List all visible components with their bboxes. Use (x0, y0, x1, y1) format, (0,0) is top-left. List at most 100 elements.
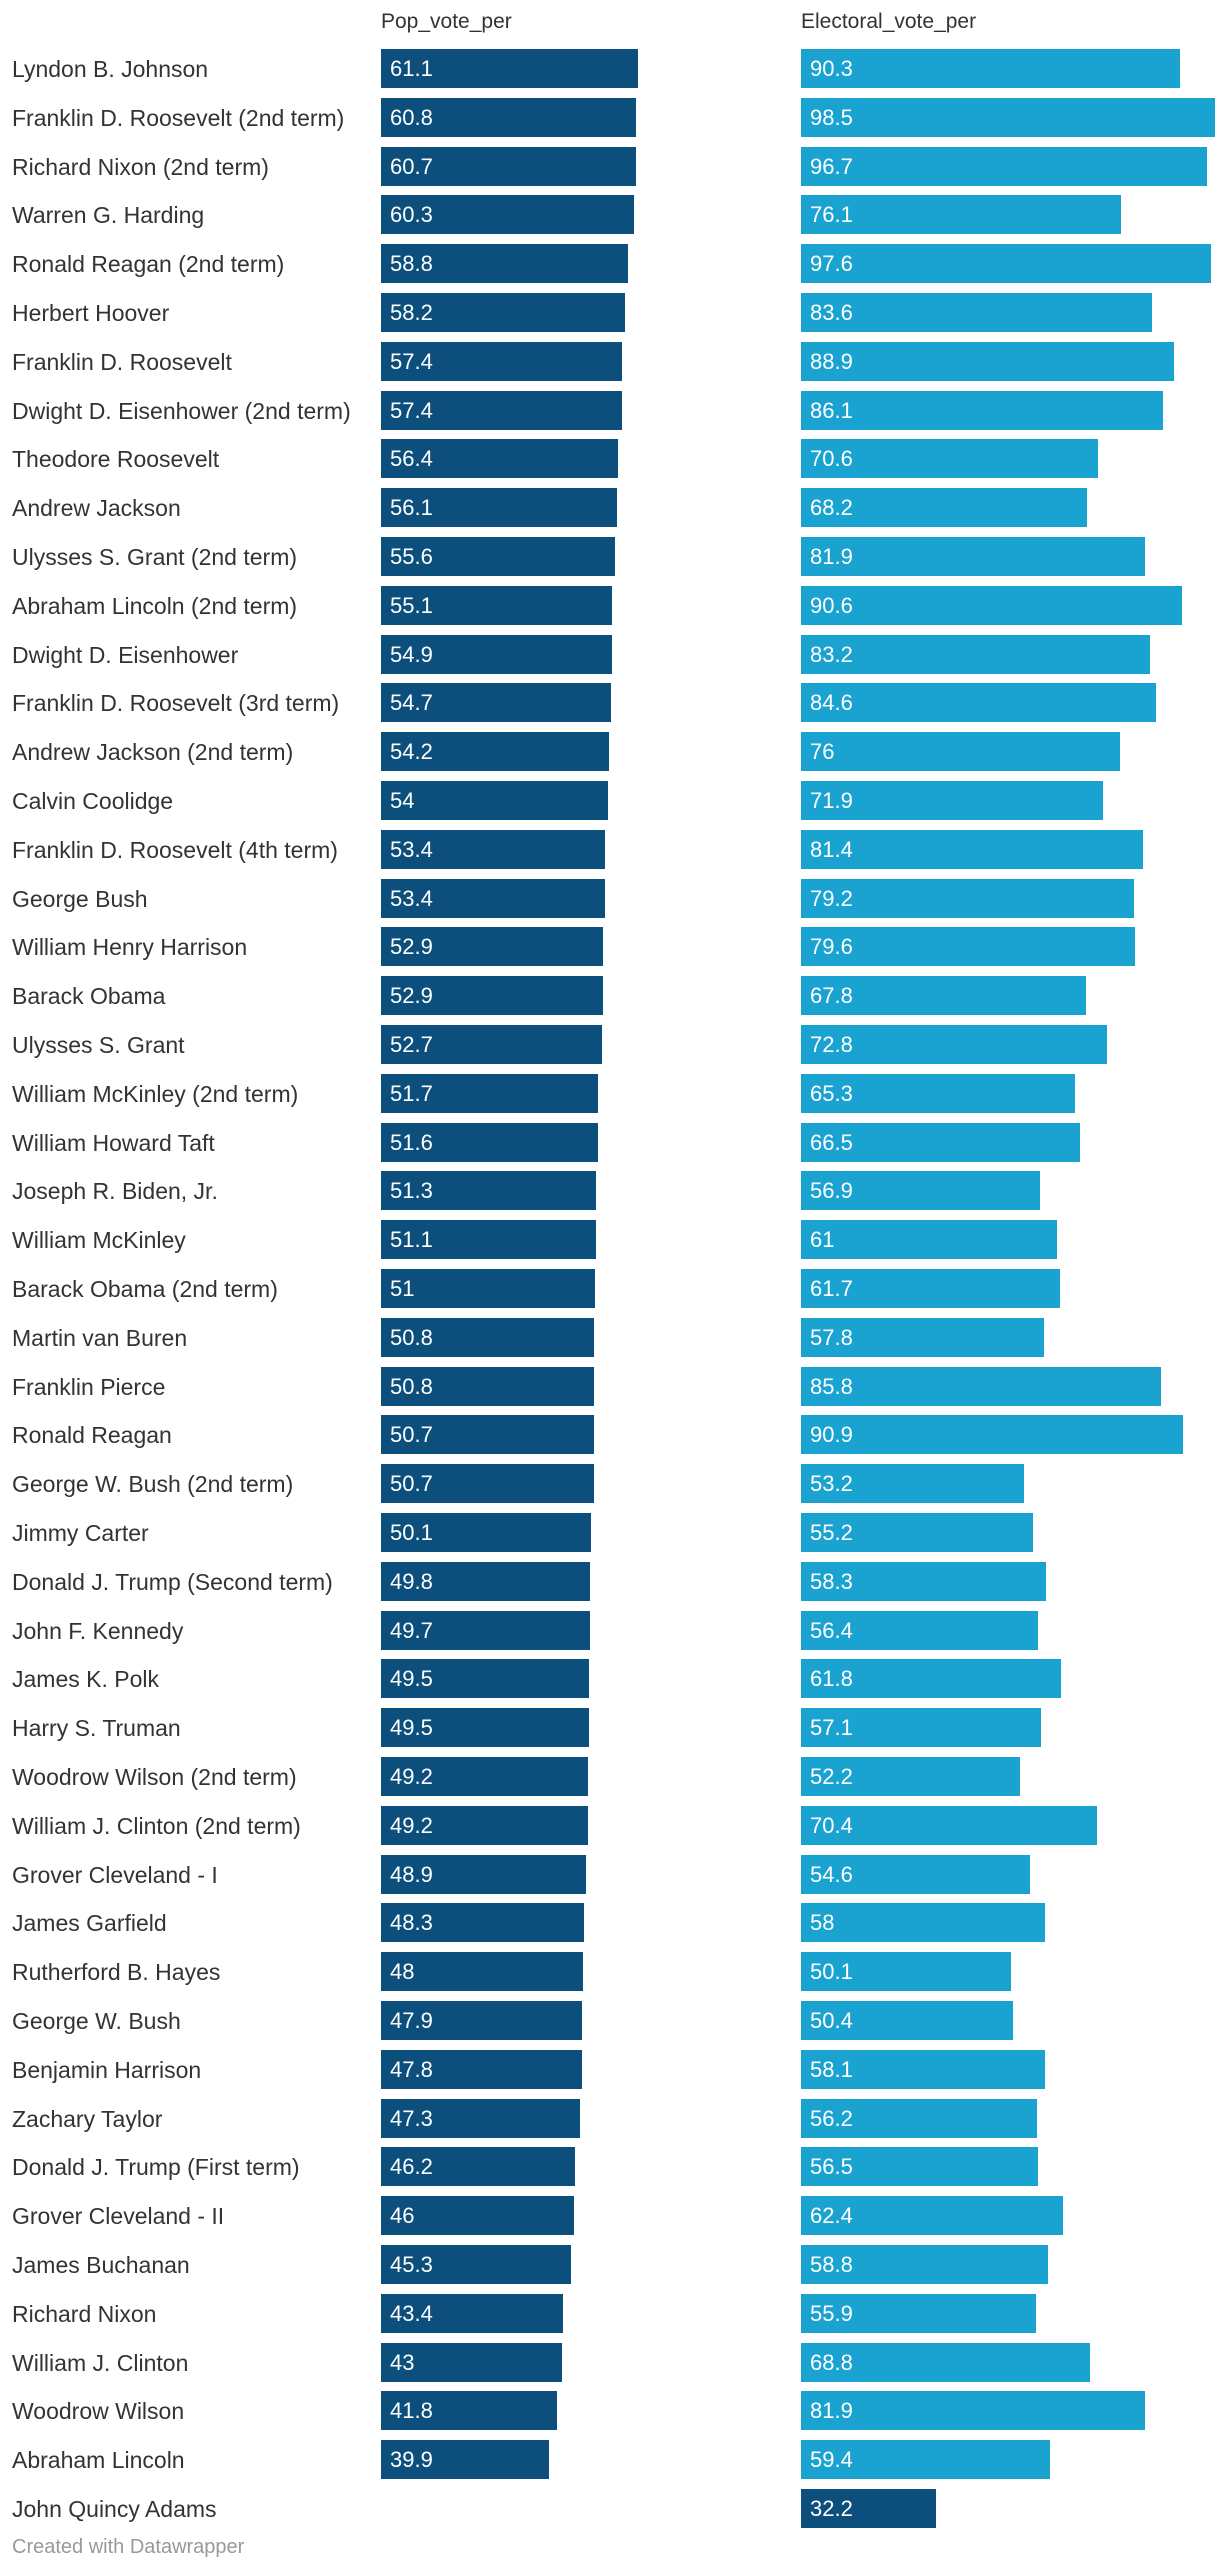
electoral-vote-value: 70.6 (810, 446, 853, 472)
electoral-vote-value: 61 (810, 1227, 835, 1253)
table-row: Dwight D. Eisenhower (2nd term) 57.4 86.1 (0, 387, 1220, 435)
electoral-vote-bar (801, 1708, 1041, 1748)
electoral-vote-bar (801, 2098, 1038, 2138)
electoral-vote-value: 52.2 (810, 1764, 853, 1789)
electoral-vote-bar (801, 829, 1143, 869)
table-row: William McKinley 51.1 61 (0, 1216, 1220, 1264)
table-row: Theodore Roosevelt 56.4 70.6 (0, 435, 1220, 483)
electoral-vote-value: 68.2 (810, 495, 853, 521)
pop-vote-value: 47.9 (390, 2008, 433, 2033)
pop-vote-bar (381, 781, 608, 820)
row-label: William McKinley (2nd term) (12, 1080, 299, 1107)
pop-vote-value: 56.1 (390, 495, 433, 521)
pop-vote-value: 58.2 (390, 300, 433, 325)
row-label: James Garfield (12, 1910, 167, 1937)
electoral-vote-bar (801, 634, 1151, 674)
electoral-vote-value: 83.2 (810, 641, 853, 667)
table-row: William J. Clinton 43 68.8 (0, 2339, 1220, 2387)
row-label: Donald J. Trump (Second term) (12, 1568, 333, 1595)
electoral-vote-value: 58.3 (810, 1568, 853, 1594)
bar-rows: Lyndon B. Johnson 61.1 90.3 Franklin D. Roo… (0, 49, 1220, 2528)
pop-vote-value: 53.4 (390, 836, 433, 862)
table-row: William McKinley (2nd term) 51.7 65.3 (0, 1070, 1220, 1118)
row-label: John Quincy Adams (12, 2496, 217, 2522)
electoral-vote-bar (801, 195, 1121, 235)
pop-vote-bar (381, 341, 623, 381)
row-label: George W. Bush (12, 2008, 181, 2034)
table-row: William Howard Taft 51.6 66.5 (0, 1119, 1220, 1167)
electoral-vote-value: 32.2 (810, 2496, 853, 2521)
table-row: James Buchanan 45.3 58.8 (0, 2241, 1220, 2289)
electoral-vote-bar (801, 1952, 1012, 1992)
pop-vote-value: 58.8 (390, 251, 433, 277)
pop-vote-bar (381, 293, 626, 332)
electoral-vote-bar (801, 2440, 1051, 2480)
row-label: Joseph R. Biden, Jr. (12, 1178, 218, 1205)
row-label: George W. Bush (2nd term) (12, 1471, 294, 1498)
pop-vote-bar (381, 1073, 599, 1113)
pop-vote-value: 49.5 (390, 1715, 433, 1741)
pop-vote-value: 49.7 (390, 1617, 433, 1643)
electoral-vote-value: 58.1 (810, 2056, 853, 2082)
electoral-vote-bar (801, 2489, 937, 2528)
row-label: Calvin Coolidge (12, 788, 174, 814)
pop-vote-value: 54.7 (390, 690, 433, 716)
pop-vote-bar (381, 1757, 588, 1796)
pop-vote-value: 45.3 (390, 2252, 433, 2277)
electoral-vote-bar (801, 1561, 1046, 1601)
pop-vote-bar (381, 2440, 549, 2480)
electoral-vote-value: 56.9 (810, 1178, 853, 1204)
row-label: Ulysses S. Grant (12, 1032, 185, 1058)
pop-vote-value: 46 (390, 2203, 415, 2229)
pop-vote-value: 52.7 (390, 1032, 433, 1057)
pop-vote-value: 51.7 (390, 1080, 433, 1106)
table-row: Franklin D. Roosevelt 57.4 88.9 (0, 338, 1220, 386)
table-row: Franklin D. Roosevelt (3rd term) 54.7 84.6 (0, 679, 1220, 727)
table-row: Franklin Pierce 50.8 85.8 (0, 1363, 1220, 1411)
row-label: Grover Cleveland - I (12, 1861, 218, 1888)
row-label: Andrew Jackson (2nd term) (12, 739, 294, 766)
row-label: Ronald Reagan (12, 1422, 172, 1449)
electoral-vote-bar (801, 146, 1208, 186)
pop-vote-value: 51.6 (390, 1129, 433, 1155)
pop-vote-bar (381, 146, 636, 186)
pop-vote-value: 51 (390, 1276, 415, 1301)
pop-vote-bar (381, 1854, 587, 1894)
table-row: Andrew Jackson (2nd term) 54.2 76 (0, 728, 1220, 776)
pop-vote-value: 60.7 (390, 153, 433, 179)
pop-vote-value: 60.3 (390, 202, 433, 228)
pop-vote-bar (381, 195, 635, 235)
row-label: Franklin D. Roosevelt (4th term) (12, 836, 338, 863)
electoral-vote-bar (801, 1610, 1038, 1650)
table-row: Rutherford B. Hayes 48 50.1 (0, 1948, 1220, 1996)
pop-vote-bar (381, 1561, 591, 1601)
table-row: Herbert Hoover 58.2 83.6 (0, 289, 1220, 337)
electoral-vote-value: 81.9 (810, 2398, 853, 2424)
column-header-pop-vote: Pop_vote_per (381, 10, 512, 33)
table-row: Woodrow Wilson (2nd term) 49.2 52.2 (0, 1753, 1220, 1801)
pop-vote-bar (381, 829, 606, 869)
row-label: Richard Nixon (12, 2300, 157, 2327)
pop-vote-bar (381, 1513, 592, 1552)
electoral-vote-bar (801, 585, 1182, 625)
pop-vote-value: 54.2 (390, 739, 433, 765)
electoral-vote-bar (801, 49, 1181, 88)
table-row: Andrew Jackson 56.1 68.2 (0, 484, 1220, 532)
table-row: James K. Polk 49.5 61.8 (0, 1655, 1220, 1703)
electoral-vote-bar (801, 1269, 1061, 1308)
row-label: Franklin Pierce (12, 1373, 166, 1400)
pop-vote-value: 47.8 (390, 2056, 433, 2082)
pop-vote-bar (381, 244, 628, 284)
table-row: William J. Clinton (2nd term) 49.2 70.4 (0, 1802, 1220, 1850)
pop-vote-bar (381, 2391, 557, 2431)
pop-vote-value: 50.8 (390, 1324, 433, 1350)
row-label: James Buchanan (12, 2252, 190, 2278)
electoral-vote-bar (801, 2196, 1064, 2236)
pop-vote-bar (381, 1025, 603, 1064)
row-label: Barack Obama (2nd term) (12, 1276, 278, 1302)
electoral-vote-value: 97.6 (810, 251, 853, 277)
table-row: Zachary Taylor 47.3 56.2 (0, 2095, 1220, 2143)
electoral-vote-bar (801, 1854, 1031, 1894)
table-row: Barack Obama (2nd term) 51 61.7 (0, 1265, 1220, 1313)
